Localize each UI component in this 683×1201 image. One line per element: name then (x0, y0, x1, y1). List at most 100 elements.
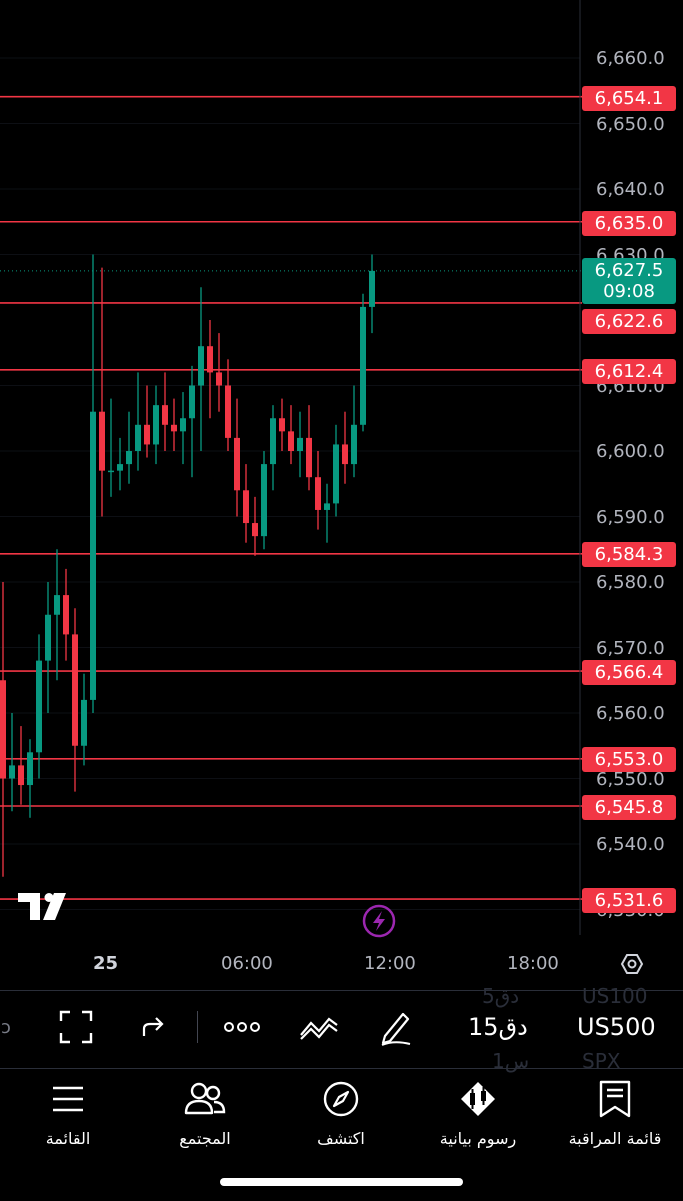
candle-body (171, 424, 177, 432)
candle-body (198, 346, 204, 386)
last-price-value: 6,627.5 (594, 260, 664, 281)
candle-body (117, 464, 123, 471)
price-line-label[interactable]: 6,566.4 (582, 660, 676, 685)
interval-above: 5دق (482, 984, 520, 1008)
nav-explore[interactable]: اكتشف (276, 1079, 406, 1148)
candle-body (216, 372, 222, 386)
nav-menu-label: القائمة (45, 1129, 91, 1148)
price-line-label[interactable]: 6,531.6 (582, 888, 676, 913)
candle-body (297, 437, 303, 451)
last-price-label: 6,627.5 09:08 (582, 258, 676, 304)
draw-pen-icon[interactable] (378, 1007, 414, 1047)
undo-icon[interactable]: ↄ (1, 1016, 11, 1038)
compass-icon (323, 1081, 359, 1117)
fullscreen-icon[interactable] (58, 1009, 94, 1045)
candle-body (243, 490, 249, 524)
redo-icon[interactable] (138, 1015, 168, 1039)
nav-community[interactable]: المجتمع (140, 1079, 270, 1148)
price-line-label[interactable]: 6,654.1 (582, 86, 676, 111)
candle-body (0, 680, 6, 779)
candle-body (162, 405, 168, 425)
charts-icon (461, 1082, 495, 1116)
candle-body (90, 411, 96, 700)
y-tick: 6,660.0 (596, 48, 665, 69)
bar-countdown: 09:08 (603, 281, 655, 302)
symbol-selector[interactable]: US500 (577, 1013, 656, 1041)
candle-body (252, 523, 258, 537)
x-tick: 18:00 (507, 953, 559, 974)
x-tick: 25 (93, 953, 119, 974)
candle-body (27, 752, 33, 786)
home-indicator (220, 1178, 463, 1186)
menu-icon (53, 1086, 83, 1112)
candle-body (9, 765, 15, 779)
candle-body (81, 699, 87, 746)
nav-community-label: المجتمع (179, 1129, 231, 1148)
y-tick: 6,580.0 (596, 572, 665, 593)
y-tick: 6,570.0 (596, 638, 665, 659)
nav-charts[interactable]: رسوم بيانية (413, 1079, 543, 1148)
candle-body (72, 634, 78, 746)
price-line-label[interactable]: 6,545.8 (582, 795, 676, 820)
toolbar-divider (197, 1011, 198, 1043)
price-line-label[interactable]: 6,612.4 (582, 359, 676, 384)
candle-body (144, 424, 150, 445)
candle-body (54, 595, 60, 615)
y-tick: 6,590.0 (596, 507, 665, 528)
candle-body (333, 444, 339, 504)
y-tick: 6,560.0 (596, 703, 665, 724)
candle-body (153, 405, 159, 445)
candle-body (360, 306, 366, 425)
candle-body (324, 503, 330, 510)
bottom-navigation: قائمة المراقبة رسوم بيانية اكتشف المجتمع… (0, 1068, 683, 1201)
nav-watchlist[interactable]: قائمة المراقبة (550, 1079, 680, 1148)
y-tick: 6,650.0 (596, 114, 665, 135)
candle-body (126, 451, 132, 465)
candle-body (63, 595, 69, 635)
candle-body (234, 437, 240, 491)
y-tick: 6,600.0 (596, 441, 665, 462)
chart-settings-icon[interactable] (620, 954, 644, 974)
candle-body (99, 411, 105, 471)
symbol-above: US100 (582, 984, 648, 1008)
horizontal-price-lines[interactable] (0, 95, 582, 900)
indicators-icon[interactable] (298, 1011, 340, 1043)
candle-body (18, 765, 24, 786)
y-tick: 6,540.0 (596, 834, 665, 855)
price-line-label[interactable]: 6,622.6 (582, 309, 676, 334)
tradingview-logo (18, 893, 66, 920)
candle-body (351, 424, 357, 465)
interval-selector[interactable]: 15دق (468, 1013, 528, 1041)
price-line-label[interactable]: 6,584.3 (582, 542, 676, 567)
candle-body (108, 470, 114, 473)
candle-body (306, 437, 312, 478)
candle-body (369, 270, 375, 307)
interval-below: 1س (492, 1049, 530, 1073)
price-chart[interactable] (0, 0, 683, 990)
y-tick: 6,550.0 (596, 769, 665, 790)
candle-body (342, 444, 348, 465)
nav-menu[interactable]: القائمة (3, 1079, 133, 1148)
watchlist-icon (599, 1080, 631, 1118)
price-line-label[interactable]: 6,635.0 (582, 211, 676, 236)
nav-charts-label: رسوم بيانية (439, 1129, 517, 1148)
more-options-icon[interactable] (222, 1015, 262, 1039)
candle-body (189, 385, 195, 419)
nav-explore-label: اكتشف (317, 1129, 365, 1148)
candle-body (36, 660, 42, 753)
candlestick-series (0, 254, 375, 877)
lightning-icon[interactable] (362, 904, 396, 938)
candle-body (225, 385, 231, 438)
candle-body (315, 477, 321, 510)
candle-body (288, 431, 294, 451)
chart-toolbar: US100 SPX 5دق 1س US500 15دق ↄ (0, 984, 683, 1073)
nav-watchlist-label: قائمة المراقبة (568, 1129, 662, 1148)
candle-body (135, 424, 141, 451)
chart-grid (0, 57, 580, 910)
x-tick: 12:00 (364, 953, 416, 974)
candle-body (45, 614, 51, 661)
y-tick: 6,640.0 (596, 179, 665, 200)
candle-body (270, 418, 276, 465)
community-icon (184, 1082, 226, 1115)
price-line-label[interactable]: 6,553.0 (582, 747, 676, 772)
